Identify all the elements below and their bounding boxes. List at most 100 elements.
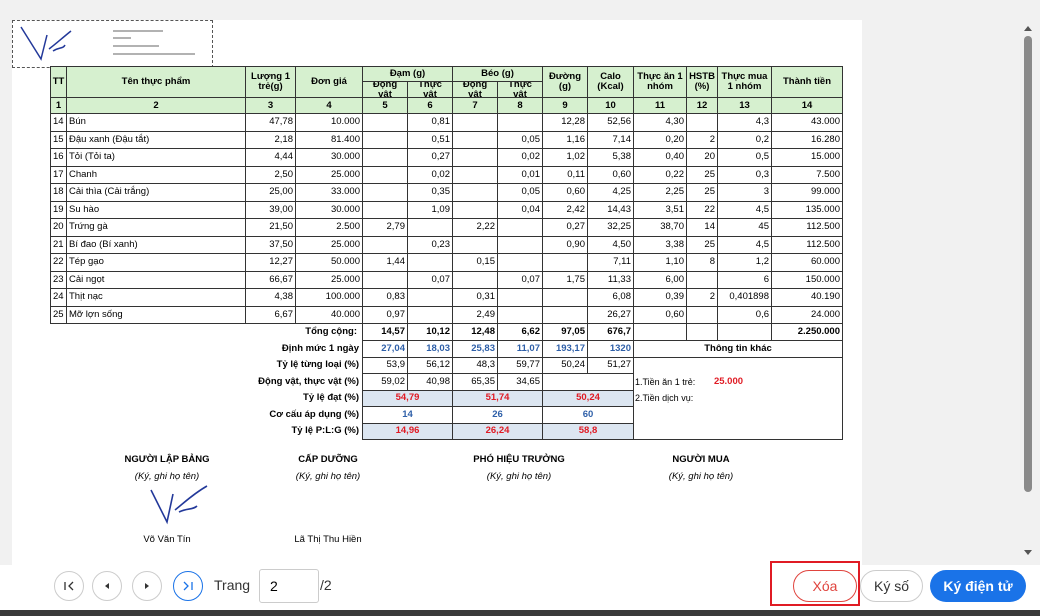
data-cell: 6,08	[587, 288, 634, 307]
signer-role: PHÓ HIỆU TRƯỞNG	[473, 454, 565, 465]
data-cell	[497, 113, 543, 132]
data-cell	[542, 305, 588, 324]
column-number: 12	[686, 97, 718, 114]
data-cell: 0,35	[407, 183, 453, 202]
subheader-cell: Động vật	[362, 81, 408, 98]
other-info-title: Thông tin khác	[633, 340, 843, 358]
data-cell	[452, 183, 498, 202]
signer-name: Võ Văn Tín	[143, 534, 191, 545]
summary-value: 11,07	[497, 340, 543, 358]
total-value: 676,7	[587, 323, 634, 341]
signer-note: (Ký, ghi họ tên)	[486, 471, 552, 482]
summary-value: 53,9	[362, 356, 408, 374]
summary-value: 34,65	[497, 373, 543, 391]
delete-button[interactable]: Xóa	[793, 570, 857, 602]
data-cell	[362, 235, 408, 254]
food-name: Trứng gà	[66, 218, 246, 237]
summary-value: 14	[362, 406, 453, 424]
data-cell	[686, 270, 718, 289]
data-cell: 6,00	[633, 270, 687, 289]
data-cell: 24.000	[771, 305, 843, 324]
sign-button[interactable]: Ký số	[860, 570, 923, 602]
data-cell: 12,28	[542, 113, 588, 132]
data-cell: 8	[686, 253, 718, 272]
data-cell: 19	[50, 200, 67, 219]
column-number: 5	[362, 97, 408, 114]
summary-label: Tỷ lệ đạt (%)	[303, 392, 359, 404]
summary-value: 27,04	[362, 340, 408, 358]
next-page-button[interactable]	[132, 571, 162, 601]
food-name: Mỡ lợn sống	[66, 305, 246, 324]
subheader-cell: Thực vật	[497, 81, 543, 98]
signer-role: NGƯỜI MUA	[672, 454, 730, 465]
data-cell	[362, 148, 408, 167]
food-name: Su hào	[66, 200, 246, 219]
data-cell: 1,02	[542, 148, 588, 167]
data-cell: 0,51	[407, 130, 453, 149]
column-number: 13	[717, 97, 772, 114]
data-cell: 17	[50, 165, 67, 184]
scrollbar[interactable]	[1020, 20, 1036, 565]
data-cell: 81.400	[295, 130, 363, 149]
data-cell	[362, 165, 408, 184]
data-cell: 30.000	[295, 200, 363, 219]
data-cell: 2.500	[295, 218, 363, 237]
data-cell: 3,38	[633, 235, 687, 254]
data-cell: 20	[686, 148, 718, 167]
data-cell: 3,51	[633, 200, 687, 219]
data-cell: 150.000	[771, 270, 843, 289]
data-cell: 15	[50, 130, 67, 149]
data-cell: 33.000	[295, 183, 363, 202]
data-cell: 25.000	[295, 270, 363, 289]
header-cell: Béo (g)	[452, 66, 543, 82]
data-cell: 4,3	[717, 113, 772, 132]
subheader-cell: Thực vật	[407, 81, 453, 98]
data-cell: 25.000	[295, 235, 363, 254]
column-number: 2	[66, 97, 246, 114]
data-cell: 47,78	[245, 113, 296, 132]
data-cell: 135.000	[771, 200, 843, 219]
data-cell: 5,38	[587, 148, 634, 167]
total-value: 14,57	[362, 323, 408, 341]
stamp-graphic	[20, 26, 195, 61]
data-cell: 112.500	[771, 218, 843, 237]
total-value: 12,48	[452, 323, 498, 341]
column-number: 6	[407, 97, 453, 114]
summary-value: 50,24	[542, 356, 588, 374]
data-cell: 1,75	[542, 270, 588, 289]
data-cell: 0,40	[633, 148, 687, 167]
summary-label: Động vật, thực vật (%)	[258, 375, 359, 387]
data-cell: 11,33	[587, 270, 634, 289]
summary-value: 56,12	[407, 356, 453, 374]
data-cell	[407, 305, 453, 324]
empty-cell	[686, 323, 718, 341]
data-cell: 2	[686, 130, 718, 149]
summary-label: Tỷ lệ từng loại (%)	[276, 359, 359, 371]
data-cell: 16	[50, 148, 67, 167]
food-name: Đậu xanh (Đậu tắt)	[66, 130, 246, 149]
signer-note: (Ký, ghi họ tên)	[134, 471, 200, 482]
data-cell	[497, 253, 543, 272]
data-cell: 0,01	[497, 165, 543, 184]
last-page-button[interactable]	[173, 571, 203, 601]
first-page-button[interactable]	[54, 571, 84, 601]
total-label: Tổng cộng:	[305, 326, 357, 337]
data-cell: 4,25	[587, 183, 634, 202]
data-cell: 12,27	[245, 253, 296, 272]
e-sign-button[interactable]: Ký điện tử	[930, 570, 1026, 602]
data-cell: 4,44	[245, 148, 296, 167]
data-cell: 14,43	[587, 200, 634, 219]
data-cell: 2,79	[362, 218, 408, 237]
food-name: Chanh	[66, 165, 246, 184]
page-input[interactable]: 2	[259, 569, 319, 603]
summary-value: 40,98	[407, 373, 453, 391]
data-cell: 20	[50, 218, 67, 237]
data-cell: 37,50	[245, 235, 296, 254]
data-cell	[362, 270, 408, 289]
data-cell	[542, 253, 588, 272]
data-cell: 0,27	[542, 218, 588, 237]
prev-page-button[interactable]	[92, 571, 122, 601]
header-cell: Thực ăn 1 nhóm	[633, 66, 687, 98]
data-cell: 4,5	[717, 200, 772, 219]
